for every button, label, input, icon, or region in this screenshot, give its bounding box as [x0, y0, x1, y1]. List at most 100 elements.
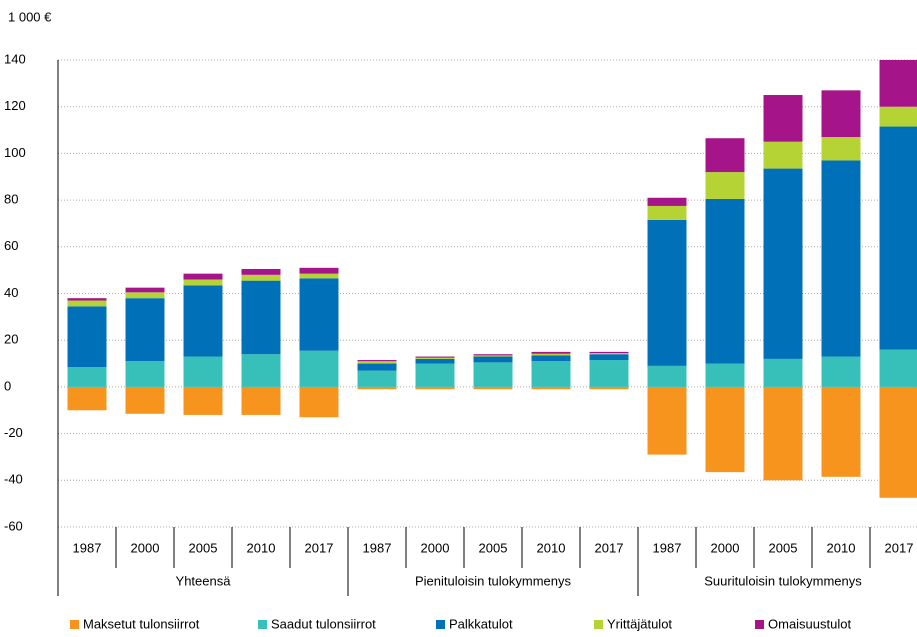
bar-segment — [241, 274, 281, 281]
legend-swatch — [70, 620, 79, 629]
bar-segment — [67, 298, 107, 301]
x-tick-label: 1987 — [653, 540, 682, 555]
bar-segment — [879, 106, 917, 127]
bar-segment — [589, 351, 629, 354]
bar-segment — [763, 95, 803, 142]
legend-swatch — [755, 620, 764, 629]
x-tick-label: 2010 — [247, 540, 276, 555]
x-tick-label: 2017 — [595, 540, 624, 555]
bar-segment — [473, 356, 513, 363]
bar-segment — [705, 198, 745, 364]
bar-segment — [821, 356, 861, 387]
group-label: Yhteensä — [176, 573, 232, 588]
x-tick-label: 2005 — [769, 540, 798, 555]
bar-segment — [415, 358, 455, 364]
bar-segment — [647, 386, 687, 455]
bar-segment — [125, 292, 165, 299]
bar-segment — [705, 172, 745, 199]
y-tick-label: 120 — [4, 98, 26, 113]
x-tick-label: 2017 — [885, 540, 914, 555]
y-tick-label: 80 — [4, 192, 18, 207]
y-tick-label: 100 — [4, 145, 26, 160]
bar-segment — [531, 355, 571, 362]
bar-segment — [473, 386, 513, 390]
bar-segment — [415, 363, 455, 387]
y-tick-label: 60 — [4, 238, 18, 253]
y-tick-label: 40 — [4, 285, 18, 300]
bar-segment — [299, 273, 339, 279]
bar-segment — [357, 360, 397, 362]
legend-label: Saadut tulonsiirrot — [271, 616, 376, 631]
bar-segment — [183, 279, 223, 286]
bar-segment — [763, 168, 803, 359]
bar-segment — [821, 386, 861, 477]
x-tick-label: 2000 — [421, 540, 450, 555]
bar-segment — [183, 386, 223, 415]
bar-segment — [183, 273, 223, 280]
bar-segment — [67, 367, 107, 387]
legend-label: Omaisuustulot — [768, 616, 851, 631]
bar-segment — [241, 386, 281, 415]
bar-segment — [821, 160, 861, 357]
bar-segment — [879, 386, 917, 498]
y-tick-label: 0 — [4, 378, 11, 393]
y-axis-label: 1 000 € — [8, 9, 52, 24]
bar-segment — [473, 354, 513, 356]
bar-segment — [589, 353, 629, 355]
x-tick-label: 2000 — [711, 540, 740, 555]
x-tick-label: 2005 — [189, 540, 218, 555]
bar-segment — [183, 356, 223, 387]
x-tick-label: 2010 — [827, 540, 856, 555]
bar-segment — [299, 278, 339, 351]
bar-segment — [357, 363, 397, 371]
bar-segment — [125, 287, 165, 293]
bar-segment — [763, 141, 803, 169]
bar-segment — [473, 362, 513, 387]
bar-segment — [299, 350, 339, 387]
bar-segment — [531, 353, 571, 356]
bar-segment — [299, 267, 339, 274]
bar-segment — [647, 205, 687, 220]
bar-segment — [531, 361, 571, 387]
legend-label: Palkkatulot — [449, 616, 513, 631]
x-tick-label: 2000 — [131, 540, 160, 555]
x-tick-label: 1987 — [363, 540, 392, 555]
bar-segment — [125, 386, 165, 414]
legend-label: Maksetut tulonsiirrot — [83, 616, 200, 631]
bar-segment — [357, 361, 397, 364]
bar-segment — [589, 360, 629, 387]
bar-segment — [357, 370, 397, 387]
x-tick-label: 2005 — [479, 540, 508, 555]
bar-segment — [821, 137, 861, 161]
bar-segment — [241, 268, 281, 275]
legend-swatch — [436, 620, 445, 629]
bar-segment — [415, 356, 455, 358]
bar-segment — [705, 363, 745, 387]
bar-segment — [67, 386, 107, 411]
y-tick-label: 20 — [4, 332, 18, 347]
bar-segment — [647, 219, 687, 366]
bar-segment — [879, 60, 917, 107]
bar-segment — [299, 386, 339, 418]
bar-segment — [241, 280, 281, 355]
bar-segment — [763, 386, 803, 481]
bar-segment — [473, 355, 513, 357]
y-tick-label: -20 — [4, 425, 23, 440]
x-tick-label: 2017 — [305, 540, 334, 555]
bar-segment — [879, 349, 917, 387]
bar-segment — [415, 386, 455, 390]
bar-segment — [763, 358, 803, 387]
bar-segment — [531, 351, 571, 354]
y-tick-label: -40 — [4, 472, 23, 487]
bar-segment — [125, 361, 165, 387]
legend-swatch — [258, 620, 267, 629]
bar-segment — [705, 138, 745, 173]
legend-label: Yrittäjätulot — [607, 616, 672, 631]
y-tick-label: 140 — [4, 51, 26, 66]
bar-segment — [705, 386, 745, 473]
bar-segment — [647, 197, 687, 206]
group-label: Pienituloisin tulokymmenys — [415, 573, 572, 588]
bar-segment — [589, 354, 629, 361]
x-tick-label: 1987 — [73, 540, 102, 555]
bar-segment — [647, 365, 687, 387]
